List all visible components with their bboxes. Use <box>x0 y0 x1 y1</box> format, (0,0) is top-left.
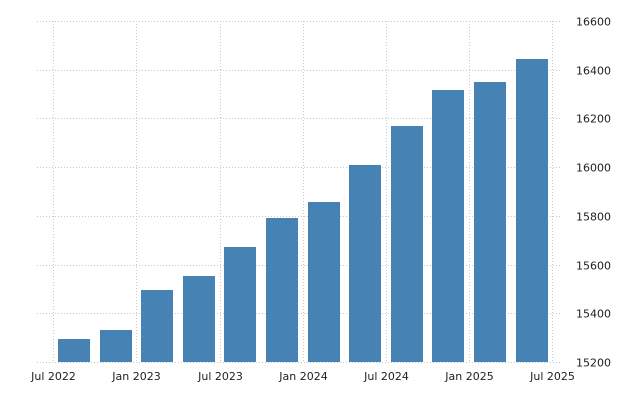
bar <box>224 247 256 362</box>
bar <box>100 330 132 362</box>
bar <box>474 82 506 362</box>
y-tick-label: 16200 <box>576 113 611 126</box>
y-tick-label: 15800 <box>576 211 611 224</box>
y-tick-label: 16400 <box>576 65 611 78</box>
bar <box>432 90 464 362</box>
bar <box>349 165 381 362</box>
bar <box>308 202 340 362</box>
bar <box>266 218 298 362</box>
x-axis-tick-labels: Jul 2022 Jan 2023 Jul 2023 Jan 2024 Jul 2024… <box>30 370 575 383</box>
y-tick-label: 15200 <box>576 357 611 370</box>
x-tick-label: Jan 2023 <box>111 370 160 383</box>
y-axis-tick-labels: 15200 15400 15600 15800 16000 16200 16400 16600 <box>576 16 611 370</box>
x-tick-label: Jan 2024 <box>278 370 327 383</box>
bars <box>58 59 548 362</box>
bar <box>516 59 548 362</box>
y-tick-label: 15600 <box>576 260 611 273</box>
y-tick-label: 16600 <box>576 16 611 29</box>
x-tick-label: Jul 2025 <box>529 370 575 383</box>
x-tick-label: Jul 2022 <box>30 370 76 383</box>
x-tick-label: Jul 2024 <box>363 370 409 383</box>
bar <box>391 126 423 362</box>
y-tick-label: 16000 <box>576 162 611 175</box>
bar <box>183 276 215 362</box>
x-tick-label: Jul 2023 <box>197 370 243 383</box>
y-tick-label: 15400 <box>576 308 611 321</box>
bar <box>141 290 173 362</box>
x-tick-label: Jan 2025 <box>444 370 493 383</box>
gridlines <box>37 21 560 363</box>
bar <box>58 339 90 362</box>
